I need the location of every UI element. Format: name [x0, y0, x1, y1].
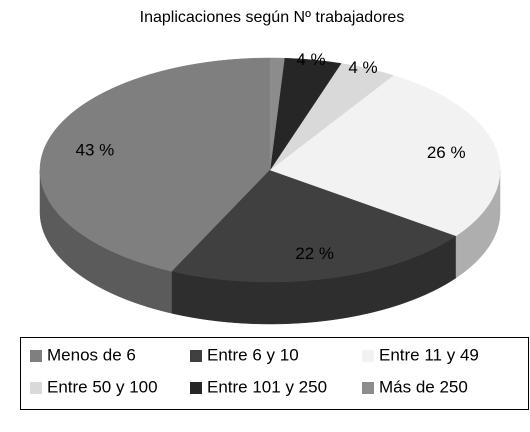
- legend-swatch: [362, 382, 374, 394]
- legend-label: Menos de 6: [47, 345, 136, 364]
- data-label: 43 %: [76, 140, 115, 159]
- data-label: 22 %: [295, 244, 334, 263]
- legend-swatch: [190, 382, 202, 394]
- legend-swatch: [190, 350, 202, 362]
- slice: [269, 57, 285, 171]
- legend-label: Entre 101 y 250: [207, 377, 327, 396]
- data-label: 26 %: [427, 143, 466, 162]
- legend-swatch: [30, 382, 42, 394]
- legend-label: Entre 6 y 10: [207, 345, 299, 364]
- data-label: 4 %: [296, 50, 325, 69]
- slice: [269, 57, 342, 171]
- legend-label: Entre 11 y 49: [379, 345, 479, 364]
- slice: [269, 75, 501, 237]
- slice: [269, 63, 394, 171]
- legend-swatch: [30, 350, 42, 362]
- legend-box: [20, 337, 529, 410]
- slice: [171, 169, 457, 283]
- legend-label: Más de 250: [379, 377, 468, 396]
- data-label: 4 %: [348, 58, 377, 77]
- slice: [39, 57, 271, 272]
- legend-label: Entre 50 y 100: [47, 377, 158, 396]
- legend-swatch: [362, 350, 374, 362]
- chart-title: Inaplicaciones según Nº trabajadores: [140, 9, 405, 26]
